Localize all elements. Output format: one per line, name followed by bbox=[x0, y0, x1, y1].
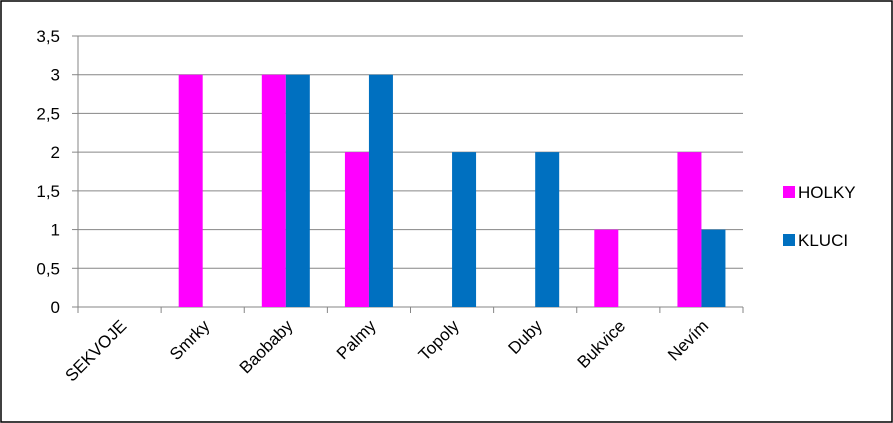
bar-kluci-topoly bbox=[452, 152, 477, 307]
bar-holky-smrky bbox=[178, 74, 203, 307]
y-tick-label: 3 bbox=[51, 66, 60, 85]
legend-swatch bbox=[783, 234, 795, 246]
bar-holky-bukvice bbox=[594, 229, 619, 307]
legend-swatch bbox=[783, 186, 795, 198]
y-tick-label: 0 bbox=[51, 298, 60, 317]
bar-kluci-duby bbox=[535, 152, 560, 307]
bar-kluci-nevím bbox=[701, 229, 726, 307]
bars bbox=[178, 74, 726, 307]
y-tick-label: 2,5 bbox=[36, 104, 60, 123]
bar-holky-palmy bbox=[344, 152, 369, 307]
y-tick-label: 2 bbox=[51, 143, 60, 162]
y-tick-label: 3,5 bbox=[36, 27, 60, 46]
y-axis-tick-labels: 0 0,5 1 1,5 2 2,5 3 3,5 bbox=[36, 27, 78, 317]
legend-label: HOLKY bbox=[798, 183, 856, 202]
bar-holky-nevím bbox=[677, 152, 702, 307]
bar-kluci-baobaby bbox=[285, 74, 310, 307]
bar-kluci-palmy bbox=[368, 74, 393, 307]
bar-holky-baobaby bbox=[261, 74, 286, 307]
y-tick-label: 1,5 bbox=[36, 182, 60, 201]
y-tick-label: 1 bbox=[51, 221, 60, 240]
legend: HOLKY KLUCI bbox=[783, 183, 856, 250]
legend-label: KLUCI bbox=[798, 231, 848, 250]
y-tick-label: 0,5 bbox=[36, 259, 60, 278]
